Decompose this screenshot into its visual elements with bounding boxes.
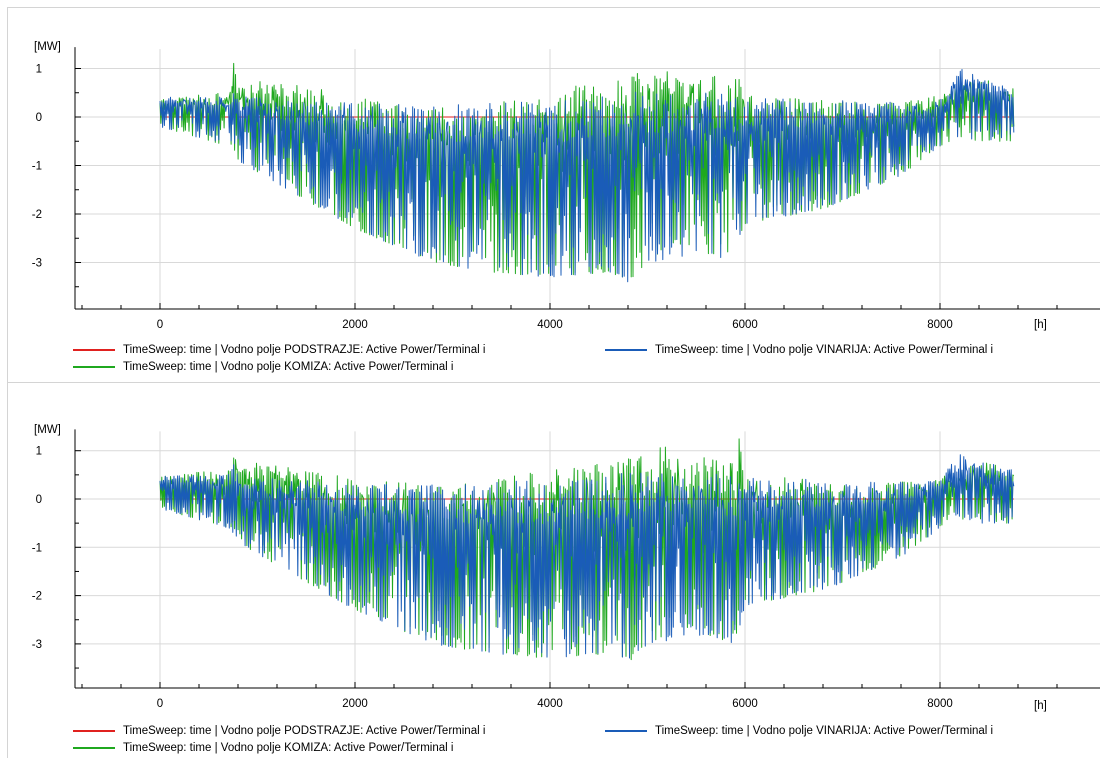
legend-label-vinarija: TimeSweep: time | Vodno polje VINARIJA: …	[655, 344, 994, 356]
x-axis-unit-label: [h]	[1034, 319, 1047, 331]
x-tick-label: 2000	[342, 698, 368, 710]
x-tick-label: 6000	[732, 698, 758, 710]
legend-label-podstrazje: TimeSweep: time | Vodno polje PODSTRAZJE…	[123, 344, 486, 356]
x-tick-label: 4000	[537, 319, 563, 331]
legend-swatch-vinarija	[605, 730, 647, 732]
x-tick-label: 8000	[927, 319, 953, 331]
panel-divider	[7, 382, 1100, 383]
legend-label-podstrazje: TimeSweep: time | Vodno polje PODSTRAZJE…	[123, 725, 486, 737]
legend-label-komiza: TimeSweep: time | Vodno polje KOMIZA: Ac…	[123, 361, 454, 373]
x-tick-label: 4000	[537, 698, 563, 710]
legend-swatch-komiza	[73, 366, 115, 368]
y-tick-label: -2	[32, 209, 42, 221]
y-tick-label: -1	[32, 542, 42, 554]
x-tick-label: 8000	[927, 698, 953, 710]
chart-panel-top: 0 2000 4000 6000 8000 1 0 -1 -2 -3 [MW] [h]	[32, 41, 1100, 331]
legend-swatch-podstrazje	[73, 730, 115, 732]
y-tick-label: -3	[32, 258, 42, 270]
legend-label-vinarija: TimeSweep: time | Vodno polje VINARIJA: …	[655, 725, 994, 737]
x-tick-label: 0	[157, 319, 163, 331]
legend-swatch-komiza	[73, 747, 115, 749]
y-tick-label: -1	[32, 161, 42, 173]
y-tick-label: -2	[32, 591, 42, 603]
y-tick-label: 1	[36, 64, 42, 76]
y-tick-label: 0	[36, 112, 42, 124]
x-tick-label: 0	[157, 698, 163, 710]
frame-top-border	[7, 7, 1100, 8]
y-tick-label: -3	[32, 639, 42, 651]
y-axis-unit-label: [MW]	[34, 424, 61, 436]
series-vinarija-line	[159, 69, 1015, 283]
y-tick-label: 0	[36, 494, 42, 506]
legend-swatch-podstrazje	[73, 349, 115, 351]
series-vinarija-line	[159, 454, 1015, 659]
legend-label-komiza: TimeSweep: time | Vodno polje KOMIZA: Ac…	[123, 742, 454, 754]
x-tick-label: 2000	[342, 319, 368, 331]
y-axis-unit-label: [MW]	[34, 41, 61, 53]
x-axis-unit-label: [h]	[1034, 700, 1047, 712]
y-tick-label: 1	[36, 446, 42, 458]
legend-swatch-vinarija	[605, 349, 647, 351]
x-tick-label: 6000	[732, 319, 758, 331]
